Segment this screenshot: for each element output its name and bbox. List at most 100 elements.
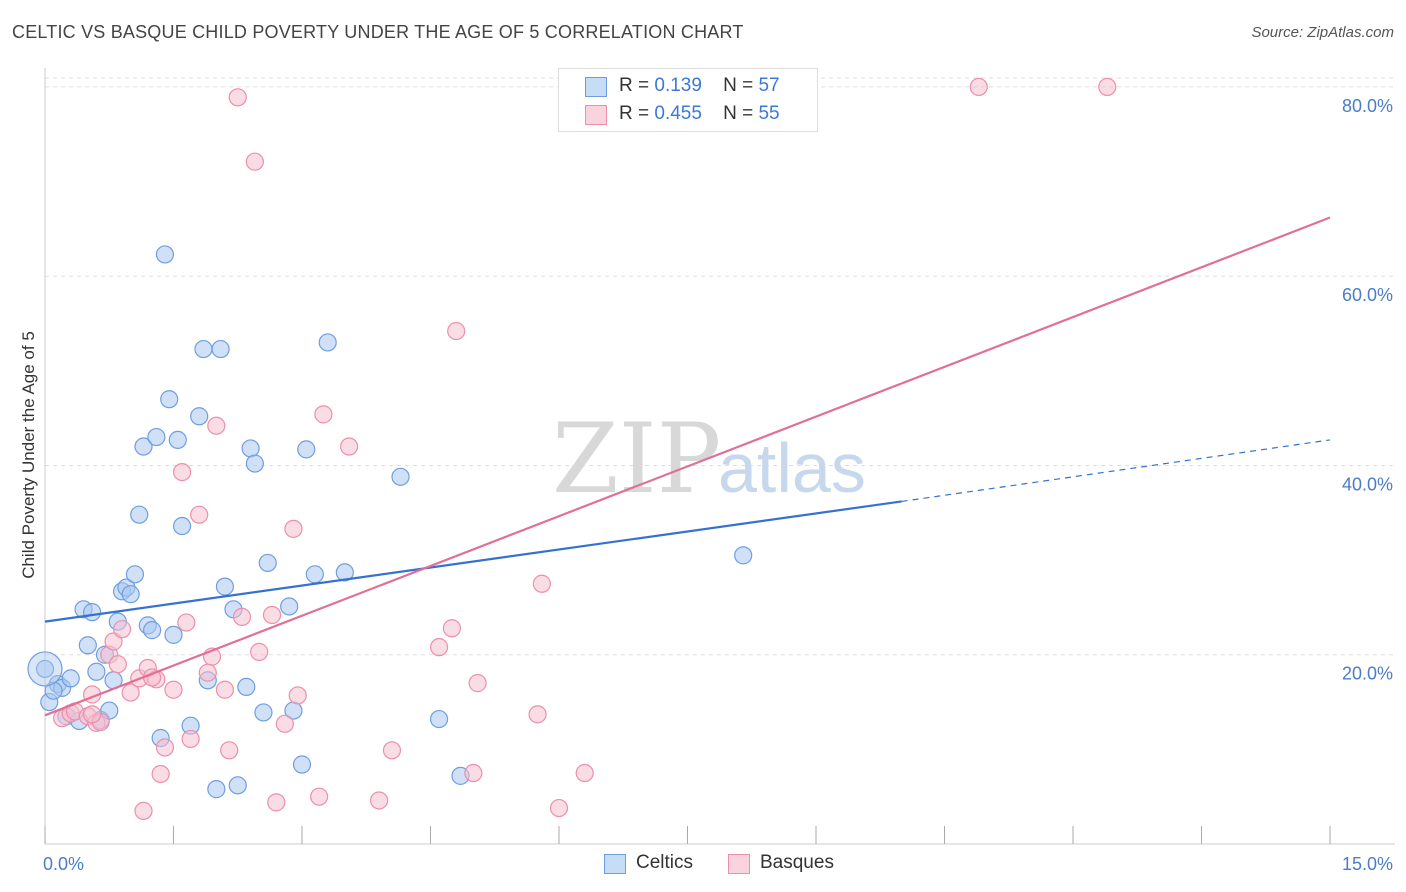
celtic-point bbox=[61, 669, 80, 688]
celtic-point bbox=[318, 333, 337, 352]
celtics-legend-swatch bbox=[604, 854, 626, 874]
celtic-point bbox=[241, 439, 260, 458]
x-tick-label-max: 15.0% bbox=[1342, 854, 1393, 874]
celtic-point bbox=[83, 603, 102, 622]
celtic-point bbox=[254, 703, 273, 722]
celtic-point bbox=[87, 662, 106, 681]
watermark-zip: ZIP bbox=[552, 403, 721, 515]
basque-point bbox=[228, 88, 247, 107]
celtic-point bbox=[190, 407, 209, 426]
basque-point bbox=[429, 638, 449, 657]
celtic-point bbox=[125, 565, 145, 584]
celtics-trend-line bbox=[44, 500, 902, 623]
basque-point bbox=[284, 519, 303, 538]
basque-point bbox=[112, 620, 132, 639]
celtics-r-label: R = bbox=[619, 75, 650, 96]
basque-point bbox=[220, 741, 239, 760]
celtic-point bbox=[335, 563, 354, 582]
basque-point bbox=[1098, 77, 1117, 97]
celtic-point bbox=[168, 430, 187, 450]
basque-point bbox=[198, 663, 217, 682]
y-tick-label: 40.0% bbox=[1342, 474, 1393, 494]
celtic-point bbox=[164, 625, 183, 644]
basque-point bbox=[151, 764, 170, 784]
points-layer bbox=[27, 77, 1117, 820]
celtic-point bbox=[258, 553, 277, 573]
basque-point bbox=[108, 655, 127, 674]
celtic-point bbox=[734, 546, 753, 565]
basque-point bbox=[275, 714, 294, 733]
celtic-point bbox=[429, 709, 449, 729]
celtics-swatch bbox=[585, 77, 607, 97]
chart-title: CELTIC VS BASQUE CHILD POVERTY UNDER THE… bbox=[12, 22, 744, 42]
basque-point bbox=[164, 680, 183, 699]
watermark-atlas: atlas bbox=[718, 429, 866, 507]
celtic-point bbox=[142, 621, 162, 640]
celtic-point bbox=[305, 565, 324, 584]
basque-point bbox=[442, 619, 462, 638]
basques-legend-swatch bbox=[728, 854, 750, 874]
celtic-point bbox=[78, 636, 97, 655]
basque-point bbox=[134, 801, 153, 820]
celtic-point bbox=[297, 440, 316, 459]
celtic-point bbox=[245, 454, 264, 473]
basque-point bbox=[177, 613, 196, 632]
basque-point bbox=[340, 437, 359, 456]
basques-swatch bbox=[585, 105, 607, 125]
celtic-point bbox=[121, 585, 140, 604]
basque-point bbox=[155, 738, 175, 757]
celtics-n-label: N = bbox=[723, 75, 754, 96]
basques-n-label: N = bbox=[723, 103, 754, 124]
basque-point bbox=[121, 683, 140, 702]
basque-point bbox=[468, 674, 487, 693]
celtic-point-large bbox=[27, 651, 63, 687]
celtics-r-value: 0.139 bbox=[654, 75, 702, 96]
celtic-point bbox=[130, 505, 149, 524]
basques-r-value: 0.455 bbox=[654, 103, 702, 124]
basque-point bbox=[310, 787, 329, 806]
trend-layer bbox=[44, 216, 1331, 717]
celtic-point bbox=[160, 390, 179, 409]
basques-n-value: 55 bbox=[758, 103, 780, 124]
basques-trend-line bbox=[44, 216, 1331, 717]
basque-point bbox=[207, 416, 226, 435]
basque-point bbox=[575, 763, 594, 783]
celtics-trend-extension bbox=[901, 439, 1331, 503]
basque-point bbox=[181, 729, 200, 749]
celtic-point bbox=[237, 677, 256, 697]
basque-point bbox=[267, 793, 286, 812]
x-tick-label-min: 0.0% bbox=[43, 854, 84, 874]
basque-point bbox=[314, 405, 333, 424]
source-label: Source: ZipAtlas.com bbox=[1251, 24, 1394, 41]
basque-point bbox=[370, 791, 389, 810]
basque-point bbox=[262, 605, 282, 625]
basque-point bbox=[215, 680, 234, 699]
basque-point bbox=[245, 152, 264, 171]
basques-legend-label: Basques bbox=[760, 852, 834, 873]
celtic-point bbox=[207, 780, 226, 799]
basque-point bbox=[382, 741, 402, 760]
basque-point bbox=[232, 607, 252, 626]
basque-point bbox=[83, 705, 102, 724]
celtic-point bbox=[35, 659, 55, 679]
basque-point bbox=[104, 632, 123, 651]
celtic-point bbox=[211, 339, 230, 359]
celtic-point bbox=[134, 437, 153, 456]
celtic-point bbox=[155, 245, 175, 264]
celtic-point bbox=[292, 755, 312, 774]
y-axis-title: Child Poverty Under the Age of 5 bbox=[19, 331, 38, 579]
basque-point bbox=[464, 763, 483, 783]
y-tick-label: 60.0% bbox=[1342, 285, 1393, 305]
celtic-point bbox=[280, 597, 299, 616]
basque-point bbox=[190, 505, 209, 524]
celtic-point bbox=[194, 339, 213, 359]
stats-legend: R = 0.139 N = 57 R = 0.455 N = 55 bbox=[558, 68, 818, 132]
basque-point bbox=[250, 642, 269, 661]
celtic-point bbox=[44, 681, 63, 700]
y-tick-label: 20.0% bbox=[1342, 664, 1393, 684]
celtic-point bbox=[172, 516, 192, 536]
basque-point bbox=[447, 321, 466, 341]
basque-point bbox=[288, 686, 307, 705]
celtics-n-value: 57 bbox=[758, 75, 780, 96]
